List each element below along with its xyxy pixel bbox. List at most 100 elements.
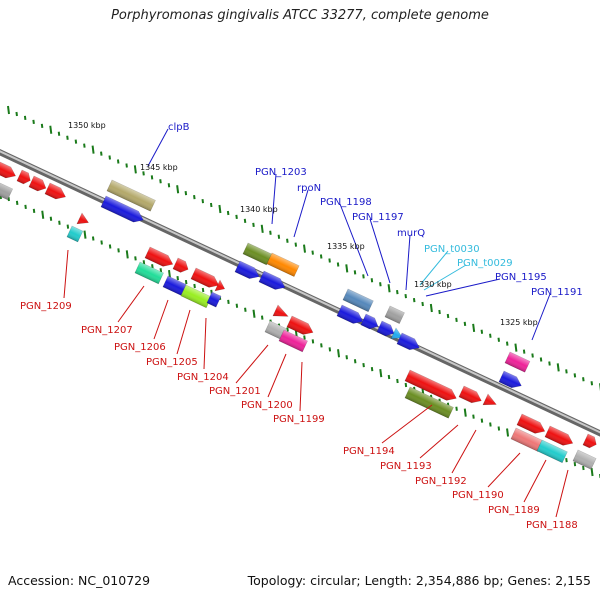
gene-arrow[interactable] bbox=[242, 242, 272, 266]
gene-label[interactable]: PGN_1191 bbox=[531, 287, 583, 298]
gene-label[interactable]: PGN_t0029 bbox=[457, 258, 513, 269]
label-leader-line bbox=[531, 293, 551, 341]
gene-arrow[interactable] bbox=[544, 425, 575, 449]
outer-tick bbox=[57, 131, 61, 136]
gene-arrow[interactable] bbox=[66, 225, 84, 243]
gene-arrow[interactable] bbox=[572, 449, 597, 470]
gene-shade bbox=[286, 316, 314, 335]
gene-label[interactable]: rpoN bbox=[297, 183, 321, 194]
gene-arrow[interactable] bbox=[390, 327, 405, 343]
gene-shade bbox=[498, 371, 522, 388]
gene-label[interactable]: PGN_1200 bbox=[241, 400, 293, 411]
gene-label[interactable]: PGN_1194 bbox=[343, 446, 395, 457]
outer-tick bbox=[505, 341, 509, 346]
gene-arrow[interactable] bbox=[106, 179, 156, 212]
gene-arrow[interactable] bbox=[376, 320, 397, 339]
gene-arrow[interactable] bbox=[516, 413, 547, 437]
gene-arrow[interactable] bbox=[482, 393, 499, 410]
gene-label[interactable]: PGN_1209 bbox=[20, 301, 72, 312]
label-leader-line bbox=[451, 429, 477, 474]
genome-map[interactable]: clpB PGN_1203 rpoN PGN_1198 PGN_1197 murQ PGN_… bbox=[0, 0, 600, 565]
gene-arrow[interactable] bbox=[190, 267, 221, 291]
gene-arrow[interactable] bbox=[234, 260, 262, 282]
gene-arrow[interactable] bbox=[266, 252, 300, 277]
gene-arrow[interactable] bbox=[0, 161, 18, 181]
gene-arrow[interactable] bbox=[510, 427, 544, 452]
gene-label[interactable]: PGN_1205 bbox=[146, 357, 198, 368]
inner-tick bbox=[472, 414, 475, 419]
gene-label[interactable]: PGN_1195 bbox=[495, 272, 547, 283]
gene-arrow[interactable] bbox=[214, 279, 227, 294]
gene-arrow[interactable] bbox=[404, 369, 459, 404]
gene-label[interactable]: murQ bbox=[397, 228, 425, 239]
gene-arrow[interactable] bbox=[0, 182, 14, 201]
outer-tick bbox=[269, 230, 272, 235]
gene-arrow[interactable] bbox=[286, 315, 316, 338]
gene-arrow[interactable] bbox=[16, 169, 33, 186]
gene-label[interactable]: PGN_1192 bbox=[415, 476, 467, 487]
inner-tick bbox=[320, 343, 323, 348]
gene-label[interactable]: PGN_1190 bbox=[452, 490, 504, 501]
gene-label[interactable]: PGN_1197 bbox=[352, 212, 404, 223]
label-leader-line bbox=[117, 285, 145, 323]
gene-arrow[interactable] bbox=[76, 212, 91, 228]
gene-arrow[interactable] bbox=[404, 386, 454, 419]
gene-arrow[interactable] bbox=[498, 370, 524, 391]
outer-tick bbox=[184, 191, 188, 196]
inner-tick bbox=[15, 200, 19, 206]
gene-arrow[interactable] bbox=[172, 257, 191, 275]
gene-shade bbox=[390, 328, 403, 339]
gene-label[interactable]: PGN_1198 bbox=[320, 197, 372, 208]
gene-label[interactable]: PGN_1193 bbox=[380, 461, 432, 472]
label-leader-line bbox=[425, 278, 501, 297]
gene-arrow[interactable] bbox=[28, 175, 49, 194]
gene-label[interactable]: clpB bbox=[168, 122, 190, 133]
gene-arrow[interactable] bbox=[206, 291, 222, 308]
label-leader-line bbox=[153, 299, 169, 340]
gene-arrow[interactable] bbox=[360, 313, 381, 332]
gene-arrow[interactable] bbox=[396, 332, 422, 353]
gene-arrow[interactable] bbox=[272, 304, 291, 322]
gene-arrow[interactable] bbox=[504, 351, 531, 373]
gene-arrow[interactable] bbox=[342, 288, 374, 313]
gene-label[interactable]: PGN_1189 bbox=[488, 505, 540, 516]
gene-label[interactable]: PGN_t0030 bbox=[424, 244, 480, 255]
gene-arrow[interactable] bbox=[180, 284, 212, 309]
inner-tick bbox=[134, 256, 137, 261]
gene-arrow[interactable] bbox=[536, 439, 568, 464]
gene-arrow[interactable] bbox=[100, 195, 146, 226]
gene-arrow[interactable] bbox=[384, 305, 405, 324]
outer-tick bbox=[345, 264, 349, 273]
outer-tick bbox=[218, 204, 222, 214]
outer-tick bbox=[32, 119, 35, 125]
inner-tick bbox=[328, 347, 332, 352]
gene-label[interactable]: PGN_1201 bbox=[209, 386, 261, 397]
gene-arrow[interactable] bbox=[162, 275, 187, 296]
inner-tick bbox=[201, 287, 205, 293]
outer-tick bbox=[489, 333, 492, 338]
gene-arrow[interactable] bbox=[144, 246, 175, 270]
gene-shade bbox=[516, 414, 545, 434]
gene-arrow[interactable] bbox=[278, 329, 308, 353]
gene-label[interactable]: PGN_1199 bbox=[273, 414, 325, 425]
gene-labels[interactable]: clpB PGN_1203 rpoN PGN_1198 PGN_1197 murQ PGN_… bbox=[20, 122, 583, 531]
gene-arrow[interactable] bbox=[258, 270, 288, 293]
scale-label: 1325 kbp bbox=[500, 318, 538, 327]
outer-tick bbox=[455, 317, 458, 323]
gene-arrow[interactable] bbox=[458, 385, 484, 406]
gene-shade bbox=[172, 258, 189, 273]
gene-arrow[interactable] bbox=[44, 182, 68, 202]
inner-tick bbox=[117, 248, 120, 253]
outer-tick bbox=[328, 258, 331, 263]
gene-arrow[interactable] bbox=[582, 433, 599, 450]
gene-label[interactable]: PGN_1203 bbox=[255, 167, 307, 178]
gene-arrow[interactable] bbox=[134, 261, 164, 285]
gene-label[interactable]: PGN_1188 bbox=[526, 520, 578, 531]
gene-label[interactable]: PGN_1206 bbox=[114, 342, 166, 353]
gene-label[interactable]: PGN_1204 bbox=[177, 372, 229, 383]
gene-arrow[interactable] bbox=[336, 304, 366, 327]
inner-tick bbox=[506, 428, 510, 437]
gene-features[interactable] bbox=[0, 161, 599, 470]
gene-shade bbox=[376, 321, 394, 336]
gene-label[interactable]: PGN_1207 bbox=[81, 325, 133, 336]
